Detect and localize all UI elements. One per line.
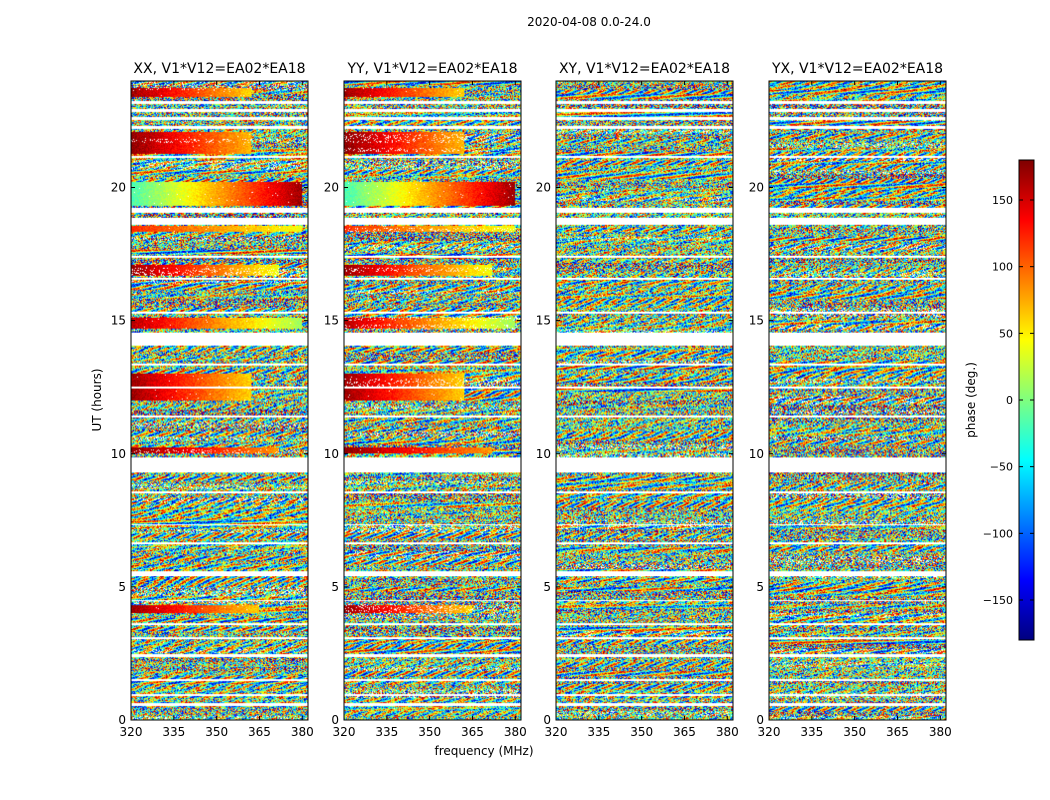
phase-heatmap [556,81,733,720]
colorbar-tick-label: 50 [999,327,1013,340]
x-tick-label: 335 [375,725,398,739]
colorbar: −150 −100 −50 0 50 100 150 phase (deg.) [964,159,1035,641]
colorbar-tick-label: −150 [983,594,1013,607]
x-tick-label: 380 [291,725,314,739]
y-tick-label: 20 [536,181,551,195]
colorbar-tick-label: −100 [983,527,1013,540]
panel-xx: XX, V1*V12=EA02*EA18 320 335 350 365 380 0 5 10 1… [111,61,314,739]
panel-yx: YX, V1*V12=EA02*EA18 320 335 350 365 380 0 5 10 1… [749,61,952,739]
x-tick-label: 320 [545,725,568,739]
x-tick-label: 335 [587,725,610,739]
y-tick-label: 15 [324,314,339,328]
axes-frame [768,80,947,721]
y-tick-label: 10 [324,447,339,461]
y-tick-label: 5 [118,580,126,594]
y-tick-label: 20 [111,181,126,195]
panel-xy: XY, V1*V12=EA02*EA18 320 335 350 365 380 0 5 10 1… [536,61,739,739]
y-tick-label: 15 [749,314,764,328]
colorbar-tick-label: 100 [992,261,1013,274]
panel-title: YY, V1*V12=EA02*EA18 [346,61,517,77]
y-tick-label: 20 [749,181,764,195]
x-tick-label: 350 [843,725,866,739]
colorbar-tick-label: 0 [1006,394,1013,407]
y-tick-label: 0 [756,713,764,727]
panel-title: XX, V1*V12=EA02*EA18 [133,61,305,77]
x-tick-label: 320 [758,725,781,739]
y-tick-label: 5 [543,580,551,594]
x-tick-label: 350 [630,725,653,739]
y-tick-label: 10 [536,447,551,461]
x-tick-label: 320 [120,725,143,739]
x-tick-label: 365 [461,725,484,739]
x-tick-label: 320 [333,725,356,739]
y-tick-label: 10 [749,447,764,461]
figure-suptitle: 2020-04-08 0.0-24.0 [527,15,651,29]
phase-heatmap [131,81,308,720]
axes-frame [130,80,309,721]
phase-heatmap [769,81,946,720]
x-tick-label: 350 [205,725,228,739]
panels-group: XX, V1*V12=EA02*EA18 320 335 350 365 380 0 5 10 1… [111,61,952,739]
axes-frame [555,80,734,721]
y-axis-label: UT (hours) [90,368,104,431]
x-axis-label: frequency (MHz) [434,744,533,758]
x-tick-label: 365 [886,725,909,739]
panel-title: YX, V1*V12=EA02*EA18 [771,61,943,77]
x-tick-label: 365 [248,725,271,739]
colorbar-tick-label: 150 [992,194,1013,207]
y-tick-label: 0 [118,713,126,727]
y-tick-label: 5 [331,580,339,594]
x-tick-label: 380 [504,725,527,739]
colorbar-tick-label: −50 [990,461,1013,474]
y-tick-label: 5 [756,580,764,594]
panel-title: XY, V1*V12=EA02*EA18 [559,61,730,77]
x-tick-label: 335 [800,725,823,739]
colorbar-label: phase (deg.) [964,362,978,438]
x-tick-label: 380 [716,725,739,739]
x-tick-label: 335 [162,725,185,739]
y-tick-label: 0 [331,713,339,727]
y-tick-label: 20 [324,181,339,195]
y-tick-label: 15 [536,314,551,328]
x-tick-label: 380 [929,725,952,739]
x-tick-label: 350 [418,725,441,739]
panel-yy: YY, V1*V12=EA02*EA18 320 335 350 365 380 0 5 10 1… [324,61,527,739]
x-tick-label: 365 [673,725,696,739]
y-tick-label: 10 [111,447,126,461]
axes-frame [343,80,522,721]
y-tick-label: 0 [543,713,551,727]
phase-heatmap [344,81,521,720]
y-tick-label: 15 [111,314,126,328]
